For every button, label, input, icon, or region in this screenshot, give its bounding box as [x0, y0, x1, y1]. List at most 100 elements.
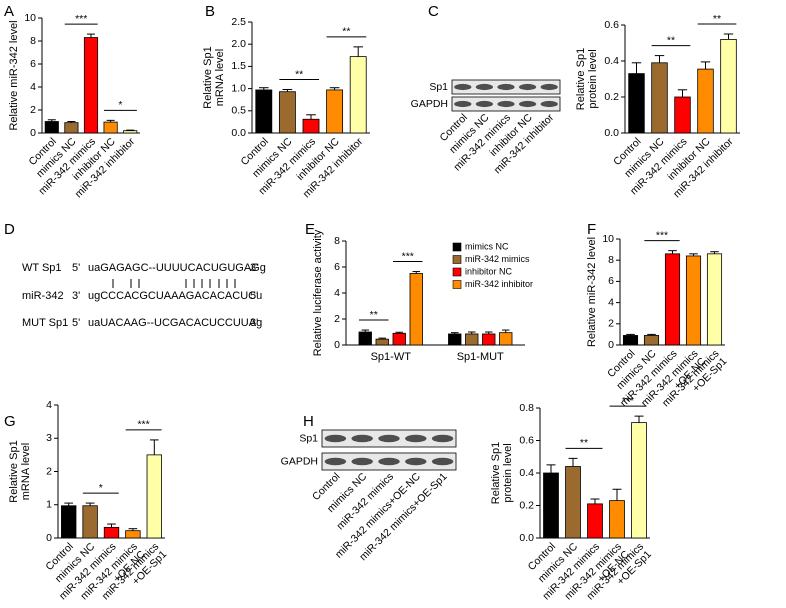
bar [628, 73, 645, 134]
bar [482, 333, 496, 346]
sequence: uaGAGAGC--UUUUCACUGUGAGg [88, 262, 266, 274]
blot-band [405, 457, 427, 466]
y-tick-label: 0.4 [519, 467, 534, 479]
x-tick-label: Sp1-MUT [457, 351, 504, 363]
blot-band [454, 83, 472, 91]
y-tick-label: 0.2 [519, 499, 534, 511]
legend-label: mimics NC [465, 241, 509, 251]
y-tick-label: 6 [30, 58, 36, 70]
y-tick-label: 0.0 [519, 532, 534, 544]
bar [326, 89, 344, 134]
y-tick-label: 0.2 [604, 91, 619, 103]
bar [587, 503, 603, 539]
legend-swatch [452, 255, 462, 264]
y-axis-label: Relative luciferase activity [312, 229, 324, 356]
bar [44, 121, 59, 134]
bar [664, 253, 681, 346]
bar [631, 422, 647, 539]
y-tick-label: 0.8 [519, 402, 534, 414]
bar [409, 273, 423, 346]
sig-label: *** [75, 13, 87, 25]
sig-label: ** [667, 34, 675, 46]
y-tick-label: 4 [608, 296, 614, 308]
blot-band [351, 457, 373, 466]
bar [82, 505, 98, 539]
sequence: uaUACAAG--UCGACACUCCUUAg [88, 317, 262, 329]
bar [125, 530, 141, 539]
y-axis-label: protein level [502, 443, 514, 502]
y-tick-label: 0.4 [604, 55, 619, 67]
sequence-end: 3' [250, 262, 258, 274]
blot-band [454, 100, 472, 108]
blot-band [431, 457, 454, 466]
legend-swatch [452, 267, 462, 277]
y-tick-label: 1.5 [231, 60, 246, 72]
blot-band [475, 100, 494, 108]
bar [302, 118, 320, 134]
blot-row-label: GAPDH [281, 455, 318, 467]
sig-label: ** [295, 68, 303, 80]
blot-band [378, 457, 400, 466]
blot-band [540, 100, 558, 108]
y-tick-label: 2.0 [231, 38, 246, 50]
y-tick-label: 10 [602, 233, 614, 245]
bar [565, 466, 581, 539]
y-tick-label: 0.6 [604, 19, 619, 31]
sig-label: ** [342, 26, 350, 38]
y-tick-label: 8 [30, 35, 36, 47]
bar [720, 39, 737, 134]
bar [499, 332, 513, 346]
y-tick-label: 4 [334, 287, 340, 299]
y-tick-label: 8 [334, 235, 340, 247]
bar [64, 122, 79, 134]
y-tick-label: 3 [46, 432, 52, 444]
bar [375, 338, 389, 346]
blot-band [540, 83, 558, 91]
sequence-name: MUT Sp1 [22, 317, 68, 329]
bar [103, 526, 120, 539]
bar [358, 331, 372, 346]
sig-label: ** [370, 309, 378, 321]
bar [103, 121, 118, 134]
bar [83, 37, 99, 134]
bar [448, 333, 462, 346]
bar [609, 500, 625, 539]
blot-band [324, 434, 347, 443]
blot-band [518, 83, 537, 91]
blot-band [378, 434, 400, 443]
y-tick-label: 0.0 [604, 127, 619, 139]
panel-label: A [4, 3, 14, 20]
blot-band [518, 100, 537, 108]
bar [674, 96, 691, 134]
y-tick-label: 0 [46, 532, 52, 544]
legend-label: miR-342 inhibitor [465, 279, 533, 289]
pairing-lines [112, 279, 236, 288]
bar [123, 130, 138, 134]
blot-row-label: Sp1 [429, 81, 448, 93]
panel-label: B [205, 3, 215, 20]
bar [146, 454, 162, 539]
bar [255, 89, 273, 134]
bar [278, 91, 296, 134]
sig-label: *** [402, 250, 414, 262]
sig-label: *** [622, 395, 634, 407]
y-axis-label: Relative Sp1 [575, 48, 587, 110]
blot-row-label: Sp1 [299, 432, 318, 444]
sig-label: ** [580, 437, 588, 449]
bar [697, 68, 714, 134]
sequence-end: 5' [72, 262, 80, 274]
y-tick-label: 6 [608, 275, 614, 287]
blot-band [405, 434, 427, 443]
y-tick-label: 2 [46, 465, 52, 477]
legend-label: miR-342 mimics [465, 254, 530, 264]
legend-swatch [452, 242, 462, 252]
y-tick-label: 0 [30, 127, 36, 139]
y-tick-label: 0.0 [231, 127, 246, 139]
sig-label: *** [137, 419, 149, 431]
panel-label: H [303, 413, 314, 430]
bar [651, 62, 668, 134]
y-tick-label: 0 [608, 339, 614, 351]
y-tick-label: 1.0 [231, 82, 246, 94]
